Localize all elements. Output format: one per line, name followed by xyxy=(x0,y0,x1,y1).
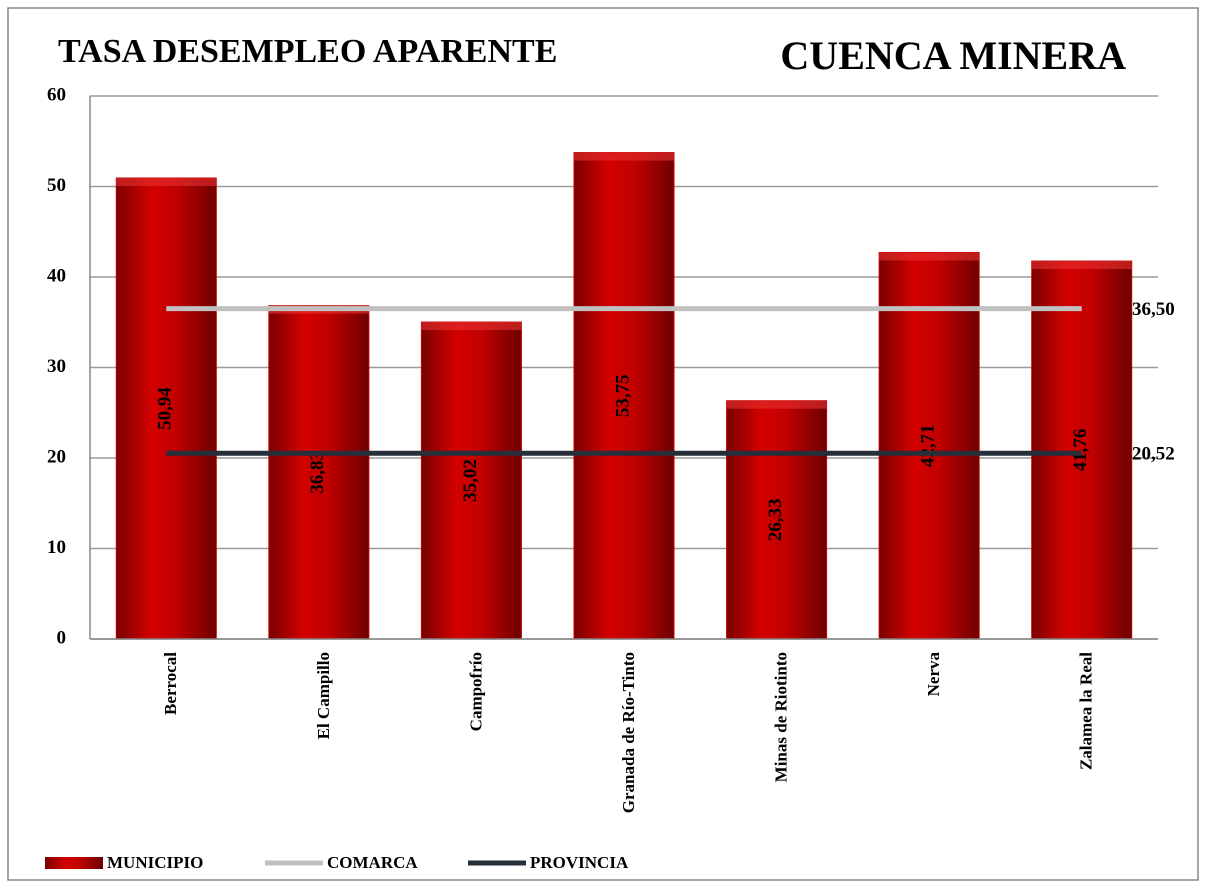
chart-title: TASA DESEMPLEO APARENTE xyxy=(58,33,557,70)
y-tick-label: 30 xyxy=(47,356,66,377)
legend-label: PROVINCIA xyxy=(530,853,629,872)
chart-subtitle: CUENCA MINERA xyxy=(780,33,1126,78)
y-tick-label: 10 xyxy=(47,537,66,558)
value-label: 53,75 xyxy=(612,374,633,417)
x-tick-label: Berrocal xyxy=(161,652,180,715)
bar xyxy=(878,251,980,640)
bar-cap xyxy=(1031,261,1132,270)
value-label: 41,76 xyxy=(1070,429,1091,472)
x-tick-label: Minas de Riotinto xyxy=(771,652,790,782)
bar xyxy=(420,321,522,640)
line-label: 20,52 xyxy=(1132,444,1175,465)
value-label: 35,02 xyxy=(460,459,481,502)
y-tick-label: 50 xyxy=(47,175,66,196)
value-label: 42,71 xyxy=(918,424,939,467)
bar xyxy=(726,400,828,640)
bar xyxy=(115,177,217,640)
line-label: 36,50 xyxy=(1132,299,1175,320)
value-label: 50,94 xyxy=(155,387,176,430)
legend-label: MUNICIPIO xyxy=(107,853,203,872)
bar xyxy=(573,152,675,640)
y-tick-label: 40 xyxy=(47,265,66,286)
value-label: 26,33 xyxy=(765,498,786,541)
bar-cap xyxy=(574,152,674,161)
x-tick-label: Zalamea la Real xyxy=(1077,652,1096,770)
bar xyxy=(268,305,370,640)
bar-cap xyxy=(421,322,522,331)
y-tick-label: 0 xyxy=(57,627,67,648)
value-label: 36,83 xyxy=(307,451,328,494)
legend-swatch xyxy=(45,857,103,869)
legend-label: COMARCA xyxy=(327,853,418,872)
y-tick-label: 20 xyxy=(47,446,66,467)
bar-cap xyxy=(879,252,980,261)
x-tick-label: Campofrío xyxy=(466,652,485,731)
bar-cap xyxy=(116,177,217,186)
x-tick-label: El Campillo xyxy=(314,652,333,739)
bar-cap xyxy=(726,400,827,409)
x-tick-label: Granada de Río-Tinto xyxy=(619,652,638,813)
bar xyxy=(1031,260,1133,640)
x-tick-label: Nerva xyxy=(924,652,943,697)
y-tick-label: 60 xyxy=(47,84,66,105)
